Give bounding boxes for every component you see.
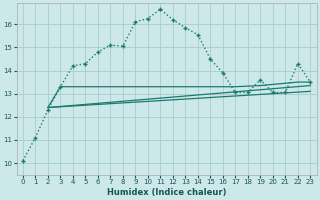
X-axis label: Humidex (Indice chaleur): Humidex (Indice chaleur) [107, 188, 226, 197]
